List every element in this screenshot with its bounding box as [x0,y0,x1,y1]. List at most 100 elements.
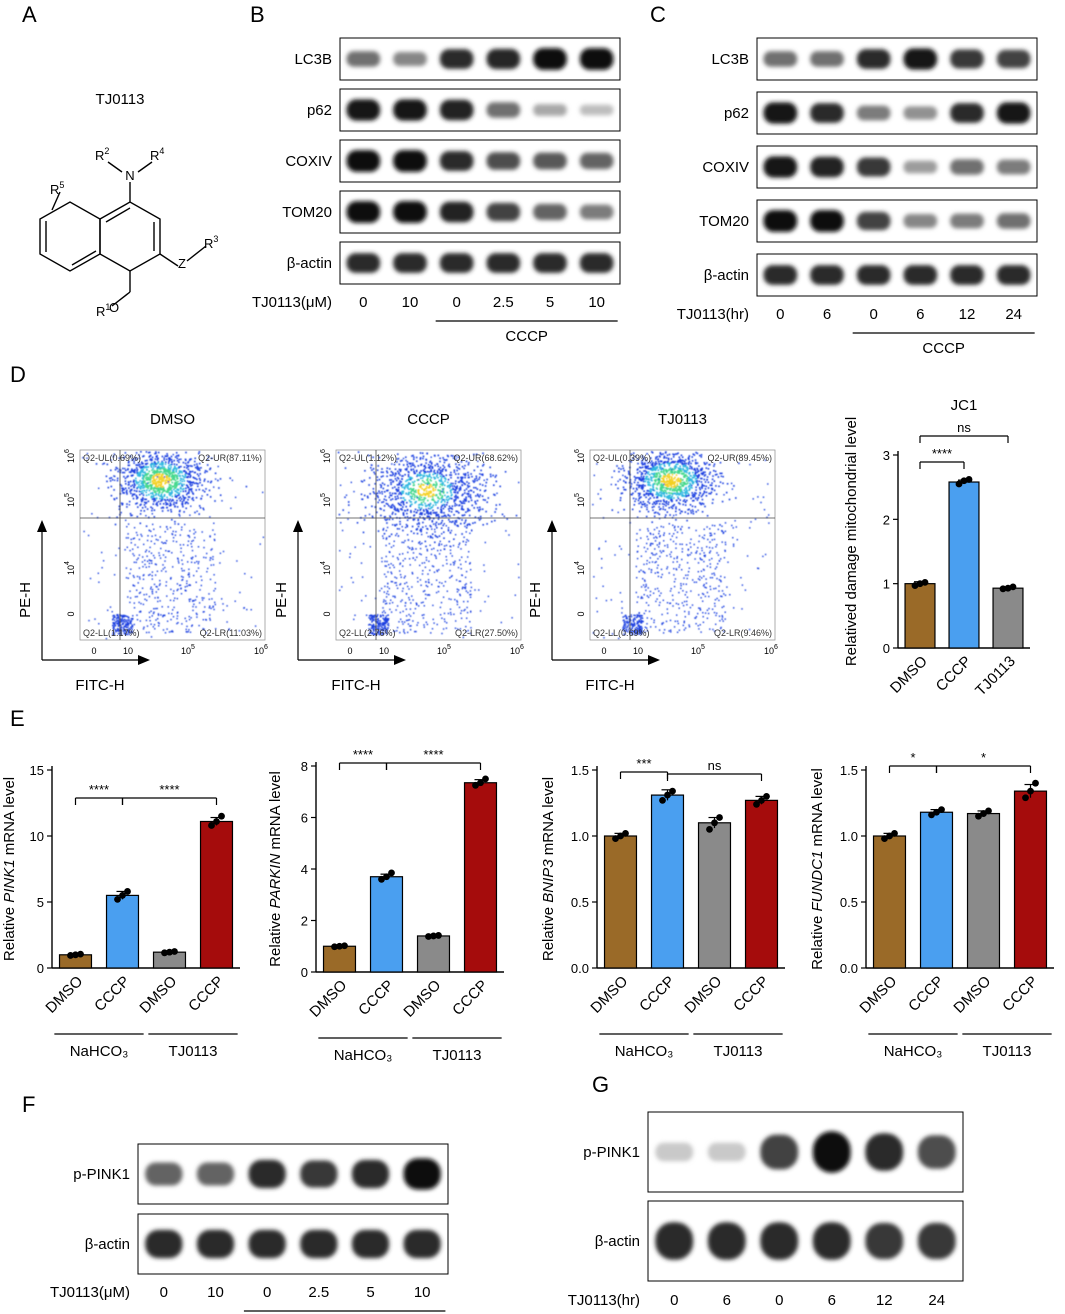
event-dot [113,498,115,500]
event-dot [454,505,456,507]
event-dot [644,462,646,464]
event-dot [454,499,457,501]
event-dot [650,477,653,479]
event-dot [443,504,446,506]
event-dot [133,460,135,462]
event-dot [173,459,175,462]
event-dot [685,486,687,489]
event-dot [145,486,147,488]
event-dot [388,624,390,627]
event-dot [459,479,462,482]
event-dot [687,457,690,460]
event-dot [414,630,416,633]
event-dot [410,625,412,627]
event-dot [198,477,201,480]
event-dot [122,467,124,470]
event-dot [462,500,465,502]
event-dot [397,489,400,491]
event-dot [134,544,136,546]
event-dot [128,633,131,636]
event-dot [440,506,443,508]
event-dot [184,502,187,505]
event-dot [666,485,669,488]
event-dot [669,462,671,464]
event-dot [402,514,405,516]
event-dot [401,478,403,480]
event-dot [142,481,145,483]
event-dot [383,505,386,507]
event-dot [132,575,135,577]
event-dot [168,489,170,491]
event-dot [482,474,484,476]
event-dot [179,475,181,477]
event-dot [115,618,118,620]
event-dot [230,507,232,509]
event-dot [460,612,462,614]
event-dot [118,457,121,459]
event-dot [424,540,427,543]
event-dot [686,478,688,480]
event-dot [395,584,398,587]
event-dot [164,560,166,562]
event-dot [181,504,184,506]
event-dot [186,582,188,585]
event-dot [377,530,380,532]
event-dot [441,582,443,584]
event-dot [189,465,192,467]
event-dot [122,627,125,629]
event-dot [140,503,142,506]
event-dot [175,452,178,454]
event-dot [160,475,162,478]
event-dot [144,506,147,508]
event-dot [679,543,681,545]
event-dot [688,508,690,511]
x-axis-arrowhead [394,655,406,665]
event-dot [422,617,425,619]
event-dot [181,559,183,561]
event-dot [487,595,490,598]
band-coxiv-lane-1 [763,156,798,178]
event-dot [454,491,457,494]
event-dot [425,462,427,464]
event-dot [435,579,438,581]
event-dot [386,522,388,524]
event-dot [427,528,429,530]
event-dot [643,494,646,497]
event-dot [133,537,136,539]
event-dot [424,488,427,490]
event-dot [417,518,420,521]
event-dot [644,503,646,505]
event-dot [673,514,675,517]
event-dot [426,479,429,481]
event-dot [158,478,160,480]
event-dot [173,475,176,478]
event-dot [427,499,429,502]
event-dot [418,523,420,525]
event-dot [692,500,694,502]
event-dot [136,595,138,598]
event-dot [184,617,186,620]
event-dot [419,473,421,476]
event-dot [421,533,423,536]
event-dot [391,487,394,489]
event-dot [658,482,660,484]
event-dot [671,500,673,503]
event-dot [667,476,670,478]
event-dot [690,510,692,512]
event-dot [196,613,198,616]
event-dot [675,510,677,513]
event-dot [602,585,604,587]
event-dot [187,502,189,505]
event-dot [449,515,451,517]
event-dot [181,474,184,477]
event-dot [132,471,135,473]
event-dot [172,616,175,618]
event-dot [701,472,704,475]
event-dot [679,461,682,464]
event-dot [652,486,654,488]
event-dot [402,529,404,532]
event-dot [374,614,376,616]
event-dot [171,552,173,554]
event-dot [461,505,463,507]
event-dot [146,482,148,485]
